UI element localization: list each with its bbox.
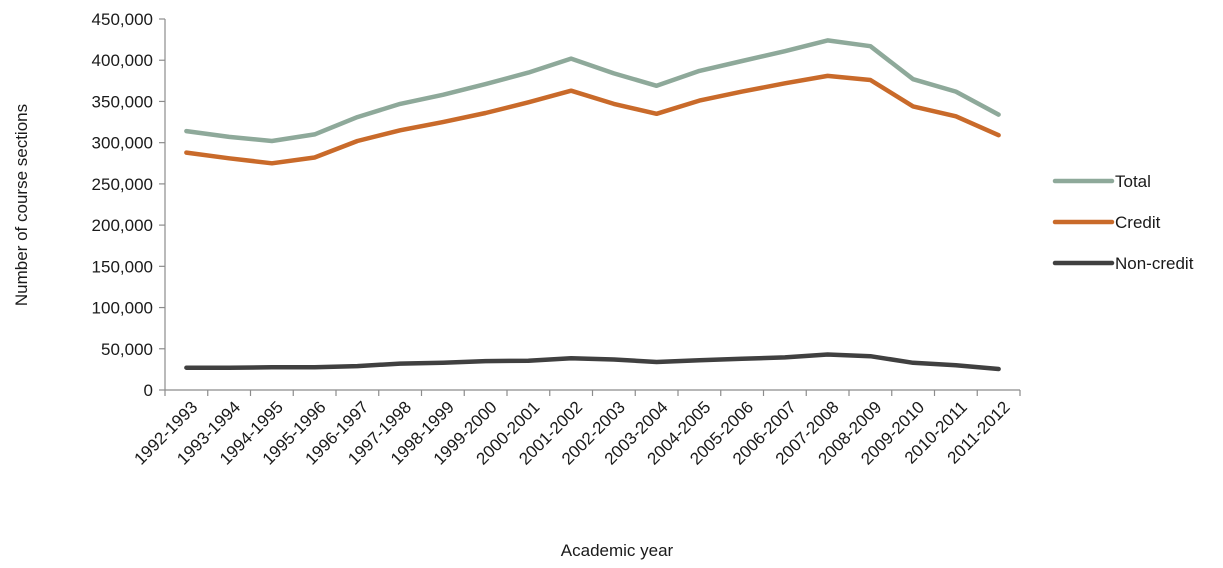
y-tick-label: 400,000 (92, 51, 153, 70)
y-tick-label: 250,000 (92, 175, 153, 194)
y-tick-label: 0 (144, 381, 153, 400)
legend-label-total: Total (1115, 172, 1151, 191)
series-lines (184, 38, 1001, 372)
series-line-total (184, 38, 1001, 144)
series-line-credit (184, 73, 1001, 166)
y-tick-label: 300,000 (92, 134, 153, 153)
y-tick-label: 200,000 (92, 216, 153, 235)
legend: Total Credit Non-credit (1052, 172, 1194, 273)
y-tick-label: 150,000 (92, 257, 153, 276)
y-tick-label: 50,000 (101, 340, 153, 359)
legend-label-non-credit: Non-credit (1115, 254, 1194, 273)
series-line-non-credit (184, 352, 1001, 372)
y-axis-title: Number of course sections (12, 104, 31, 306)
axes: 0 50,000 100,000 150,000 200,000 250,000 300,0… (92, 10, 1021, 469)
y-tick-label: 100,000 (92, 299, 153, 318)
y-tick-label: 350,000 (92, 92, 153, 111)
legend-label-credit: Credit (1115, 213, 1161, 232)
y-tick-label: 450,000 (92, 10, 153, 29)
x-axis-title: Academic year (561, 541, 674, 560)
